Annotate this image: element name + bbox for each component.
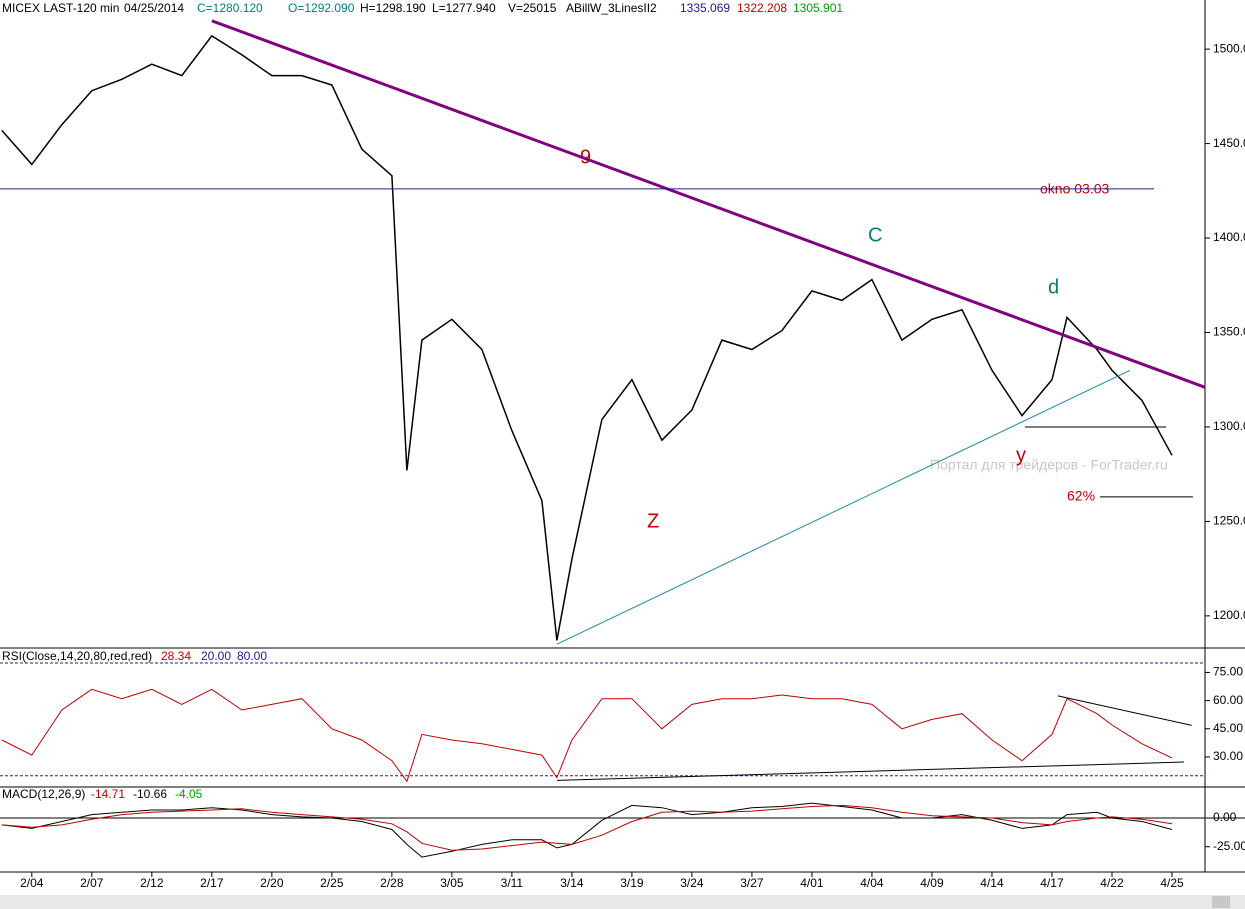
x-tick-label: 4/09 — [920, 876, 944, 890]
rsi-value: 80.00 — [237, 649, 267, 663]
x-tick-label: 2/12 — [140, 876, 164, 890]
low: L=1277.940 — [432, 1, 496, 15]
x-tick-label: 2/28 — [380, 876, 404, 890]
x-tick-label: 3/24 — [680, 876, 704, 890]
trend-line — [1057, 695, 1192, 726]
y-tick-label: 45.00 — [1213, 721, 1243, 735]
y-tick-label: 1450.0 — [1213, 136, 1245, 150]
y-tick-label: 1500.0 — [1213, 41, 1245, 55]
x-tick-label: 3/14 — [560, 876, 584, 890]
x-tick-label: 4/04 — [860, 876, 884, 890]
x-tick-label: 2/17 — [200, 876, 224, 890]
x-tick-label: 2/04 — [20, 876, 44, 890]
date: 04/25/2014 — [124, 1, 184, 15]
indicator-value: 1322.208 — [737, 1, 787, 15]
y-tick-label: 1400.0 — [1213, 230, 1245, 244]
x-tick-label: 3/11 — [501, 876, 524, 890]
y-tick-label: 0.00 — [1213, 810, 1237, 824]
scrollbar[interactable] — [0, 895, 1245, 909]
x-tick-label: 2/25 — [320, 876, 344, 890]
scroll-thumb[interactable] — [1212, 896, 1230, 908]
indicator-value: 1335.069 — [680, 1, 730, 15]
wave-label: y — [1016, 444, 1026, 466]
x-tick-label: 2/20 — [260, 876, 284, 890]
y-tick-label: 75.00 — [1213, 665, 1243, 679]
wave-label: C — [868, 224, 882, 246]
rsi-value: 28.34 — [161, 649, 191, 663]
x-tick-label: 4/22 — [1100, 876, 1124, 890]
y-tick-label: 1250.0 — [1213, 514, 1245, 528]
close: C=1280.120 — [197, 1, 263, 15]
x-tick-label: 4/01 — [800, 876, 824, 890]
y-tick-label: 1200.0 — [1213, 608, 1245, 622]
trend-line — [211, 19, 1206, 389]
x-tick-label: 3/27 — [740, 876, 764, 890]
symbol: MICEX LAST-120 min — [2, 1, 119, 15]
macd-value: -14.71 — [91, 787, 125, 801]
y-tick-label: 30.00 — [1213, 749, 1243, 763]
wave-label: d — [1048, 276, 1059, 298]
trend-line — [556, 369, 1131, 645]
x-tick-label: 3/19 — [620, 876, 644, 890]
trend-line — [556, 761, 1185, 781]
series-line — [1, 804, 1173, 851]
indicator: ABillW_3LinesII2 — [566, 1, 657, 15]
open: O=1292.090 — [288, 1, 355, 15]
x-tick-label: 4/17 — [1040, 876, 1064, 890]
macd-title: MACD(12,26,9) — [2, 787, 85, 801]
y-tick-label: -25.00 — [1213, 839, 1245, 853]
series-line — [1, 688, 1173, 783]
macd-value: -4.05 — [175, 787, 203, 801]
watermark: Портал для трейдеров - ForTrader.ru — [930, 457, 1168, 473]
series-line — [1, 34, 1173, 641]
rsi-title: RSI(Close,14,20,80,red,red) — [2, 649, 152, 663]
rsi-value: 20.00 — [201, 649, 231, 663]
volume: V=25015 — [508, 1, 557, 15]
indicator-value: 1305.901 — [793, 1, 843, 15]
x-tick-label: 4/25 — [1160, 876, 1184, 890]
fib-label: 62% — [1067, 488, 1095, 504]
macd-value: -10.66 — [133, 787, 167, 801]
y-tick-label: 60.00 — [1213, 693, 1243, 707]
y-tick-label: 1300.0 — [1213, 419, 1245, 433]
wave-label: Z — [647, 510, 659, 532]
high: H=1298.190 — [360, 1, 426, 15]
x-tick-label: 4/14 — [980, 876, 1004, 890]
y-tick-label: 1350.0 — [1213, 325, 1245, 339]
x-tick-label: 2/07 — [80, 876, 104, 890]
x-tick-label: 3/05 — [440, 876, 464, 890]
